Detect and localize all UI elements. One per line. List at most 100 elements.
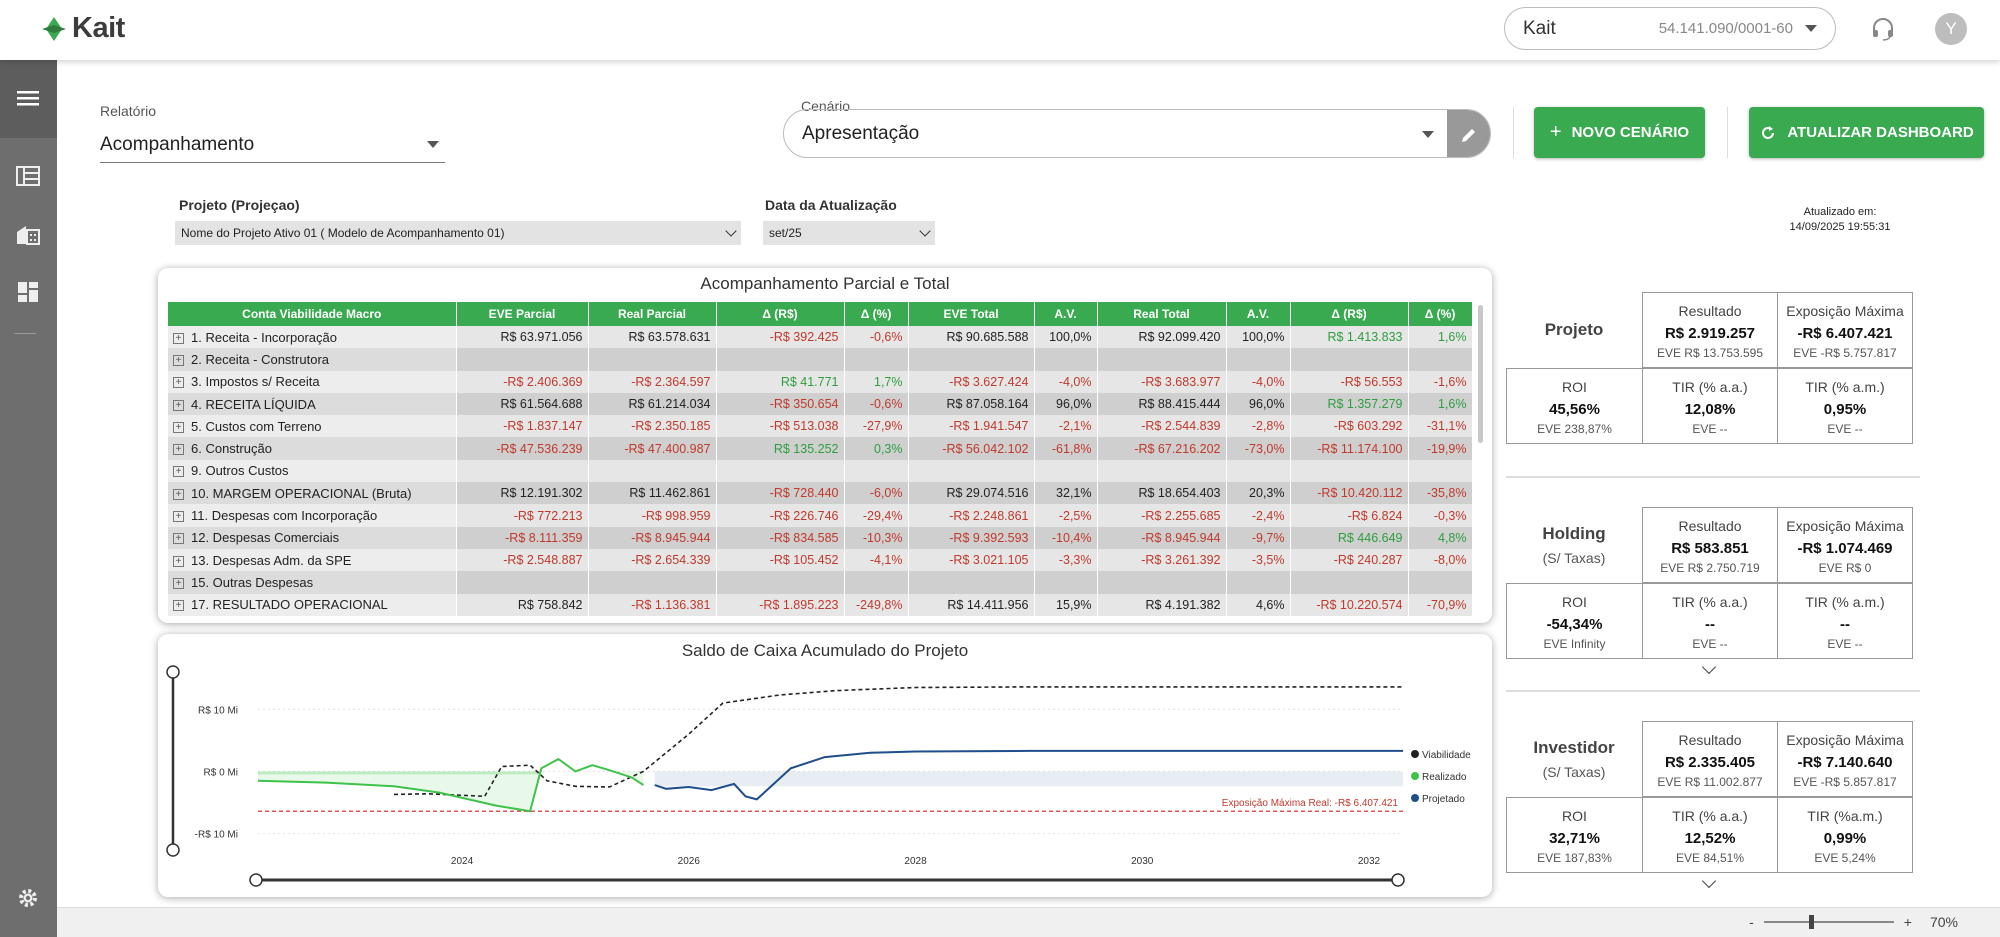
table-row[interactable]: +17. RESULTADO OPERACIONAL R$ 758.842 -R$ … [168,593,1473,616]
table-cell: R$ 14.411.956 [908,593,1035,616]
table-cell: -R$ 2.248.861 [908,504,1035,527]
date-value: set/25 [769,226,802,240]
column-header[interactable]: Real Parcial [588,302,717,326]
company-cnpj: 54.141.090/0001-60 [1658,20,1793,37]
menu-icon[interactable] [14,84,42,112]
date-select[interactable]: set/25 [763,221,935,245]
table-row[interactable]: +9. Outros Custos [168,459,1473,483]
table-cell: 96,0% [1034,392,1098,416]
expand-icon[interactable]: + [173,399,184,411]
expand-icon[interactable]: + [173,377,184,389]
project-select[interactable]: Nome do Projeto Ativo 01 ( Modelo de Aco… [175,221,741,245]
table-row[interactable]: +6. Construção -R$ 47.536.239 -R$ 47.400.9… [168,437,1473,460]
column-header[interactable]: EVE Parcial [456,302,589,326]
legend-label[interactable]: Realizado [1422,772,1467,783]
new-scenario-label: NOVO CENÁRIO [1571,124,1690,141]
table-cell: -R$ 1.136.381 [588,593,717,616]
row-label: 10. MARGEM OPERACIONAL (Bruta) [191,485,412,501]
chevron-down-icon[interactable] [1701,873,1717,889]
expand-icon[interactable]: + [173,555,184,567]
scenario-select[interactable]: Apresentação [783,109,1491,158]
column-header[interactable]: EVE Total [908,302,1035,326]
company-select[interactable]: Kait 54.141.090/0001-60 [1504,7,1836,50]
updated-label: Atualizado em: [1803,206,1877,218]
y-range-handle[interactable] [166,665,180,679]
report-label: Relatório [100,103,157,119]
x-range-handle[interactable] [249,873,263,887]
table-cell [1408,571,1473,594]
column-header[interactable]: Δ (R$) [1290,302,1409,326]
expand-icon[interactable]: + [173,332,184,344]
expand-icon[interactable]: + [173,444,184,456]
table-cell: -27,9% [844,415,909,438]
table-row[interactable]: +2. Receita - Construtora [168,348,1473,371]
expand-icon[interactable]: + [173,355,184,366]
table-row[interactable]: +3. Impostos s/ Receita -R$ 2.406.369 -R$ … [168,370,1473,393]
expand-icon[interactable]: + [173,533,184,545]
row-label: 6. Construção [191,441,272,457]
zoom-in-button[interactable]: + [1903,914,1912,930]
column-header[interactable]: A.V. [1034,302,1098,326]
column-header[interactable]: Δ (%) [844,302,909,326]
table-cell: -9,7% [1226,526,1291,549]
table-row[interactable]: +15. Outras Despesas [168,571,1473,594]
metric-eve: EVE R$ 13.753.595 [1656,346,1764,360]
scenario-label: Cenário [801,98,851,114]
table-scrollbar[interactable] [1478,305,1483,443]
column-header[interactable]: Conta Viabilidade Macro [168,302,457,326]
avatar[interactable]: Y [1935,13,1967,45]
table-row[interactable]: +4. RECEITA LÍQUIDA R$ 61.564.688 R$ 61.21… [168,392,1473,416]
table-row[interactable]: +5. Custos com Terreno -R$ 1.837.147 -R$ 2… [168,415,1473,438]
chevron-down-icon[interactable] [1701,659,1717,675]
refresh-dashboard-button[interactable]: ATUALIZAR DASHBOARD [1749,107,1984,158]
metric-value: -R$ 7.140.640 [1797,754,1893,771]
table-cell: R$ 61.214.034 [588,392,717,416]
new-scenario-button[interactable]: + NOVO CENÁRIO [1534,107,1705,158]
table-row[interactable]: +11. Despesas com Incorporação -R$ 772.21… [168,504,1473,527]
table-cell: 0,3% [844,437,909,460]
plus-icon: + [1549,121,1562,143]
report-icon[interactable] [14,162,42,190]
buildings-icon[interactable] [14,220,42,248]
edit-scenario-button[interactable] [1447,110,1490,157]
zoom-slider-thumb[interactable] [1808,915,1814,929]
metric-eve: EVE Infinity [1543,637,1606,651]
legend-label[interactable]: Projetado [1422,794,1465,805]
metric-value: -54,34% [1546,616,1603,633]
table-cell [1097,459,1227,483]
table-row[interactable]: +13. Despesas Adm. da SPE -R$ 2.548.887 -R… [168,548,1473,572]
logo[interactable]: Kait [40,12,125,45]
column-header[interactable]: Real Total [1097,302,1227,326]
headset-icon[interactable] [1870,16,1896,42]
accompaniment-table-card: Acompanhamento Parcial e Total Conta Via… [158,268,1492,623]
table-cell [1290,571,1409,594]
zoom-out-button[interactable]: - [1749,914,1754,930]
expand-icon[interactable]: + [173,511,184,523]
x-range-handle[interactable] [1391,873,1405,887]
table-row[interactable]: +1. Receita - Incorporação R$ 63.971.056 R… [168,326,1473,349]
expand-icon[interactable]: + [173,488,184,500]
table-cell: -R$ 8.945.944 [1097,526,1227,549]
zoom-slider[interactable] [1763,915,1894,929]
expand-icon[interactable]: + [173,466,184,478]
row-label-cell: +12. Despesas Comerciais [168,526,457,549]
expand-icon[interactable]: + [173,577,184,589]
table-cell [908,571,1035,594]
legend-label[interactable]: Viabilidade [1422,750,1471,761]
metric-cell-exposicao-maxima: Exposição Máxima -R$ 7.140.640 EVE -R$ 5.8… [1777,721,1913,797]
column-header[interactable]: A.V. [1226,302,1291,326]
expand-icon[interactable]: + [173,421,184,433]
table-cell: -0,6% [844,326,909,349]
metric-cell-exposicao-maxima: Exposição Máxima -R$ 6.407.421 EVE -R$ 5.7… [1777,292,1913,368]
dashboard-icon[interactable] [14,278,42,306]
gear-icon[interactable] [14,884,42,912]
table-cell: 1,7% [844,370,909,393]
table-row[interactable]: +10. MARGEM OPERACIONAL (Bruta) R$ 12.191… [168,482,1473,505]
expand-icon[interactable]: + [173,600,184,612]
table-row[interactable]: +12. Despesas Comerciais -R$ 8.111.359 -R$… [168,526,1473,549]
report-select[interactable]: Acompanhamento [100,127,445,163]
y-range-handle[interactable] [166,843,180,857]
table-cell: R$ 88.415.444 [1097,392,1227,416]
column-header[interactable]: Δ (%) [1408,302,1473,326]
column-header[interactable]: Δ (R$) [716,302,845,326]
